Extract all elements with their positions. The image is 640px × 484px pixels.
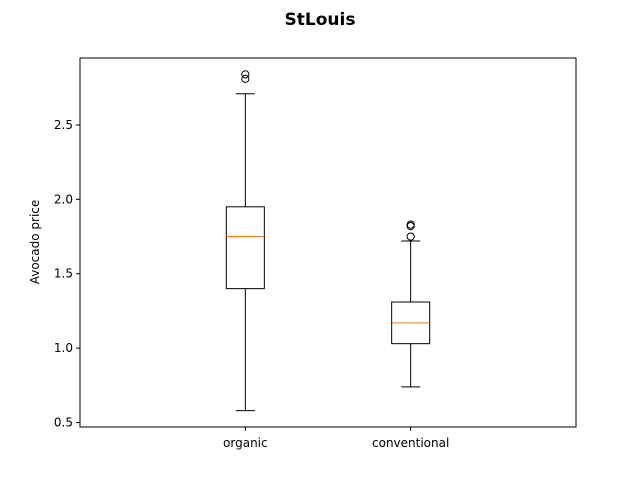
y-axis-ticks: 0.5 1.0 1.5 2.0 2.5 xyxy=(54,118,80,430)
y-tick-label: 2.5 xyxy=(54,118,73,132)
x-axis-ticks: organic conventional xyxy=(223,427,449,450)
box-group-conventional xyxy=(391,220,431,388)
plot-area-frame xyxy=(79,57,577,428)
outlier-point xyxy=(241,74,250,83)
y-tick-label: 2.0 xyxy=(54,192,73,206)
outlier-point xyxy=(241,70,250,79)
y-tick-label: 1.5 xyxy=(54,267,73,281)
outlier-point xyxy=(406,232,415,241)
boxes-layer xyxy=(225,70,431,412)
outlier-point xyxy=(406,220,415,229)
x-tick-label: organic xyxy=(223,436,268,450)
y-tick-label: 1.0 xyxy=(54,341,73,355)
x-tick-label: conventional xyxy=(372,436,449,450)
y-tick-label: 0.5 xyxy=(54,416,73,430)
y-axis-label: Avocado price xyxy=(28,200,42,285)
box-group-organic xyxy=(225,70,265,412)
chart-title: StLouis xyxy=(285,10,356,30)
iqr-box xyxy=(225,206,265,290)
